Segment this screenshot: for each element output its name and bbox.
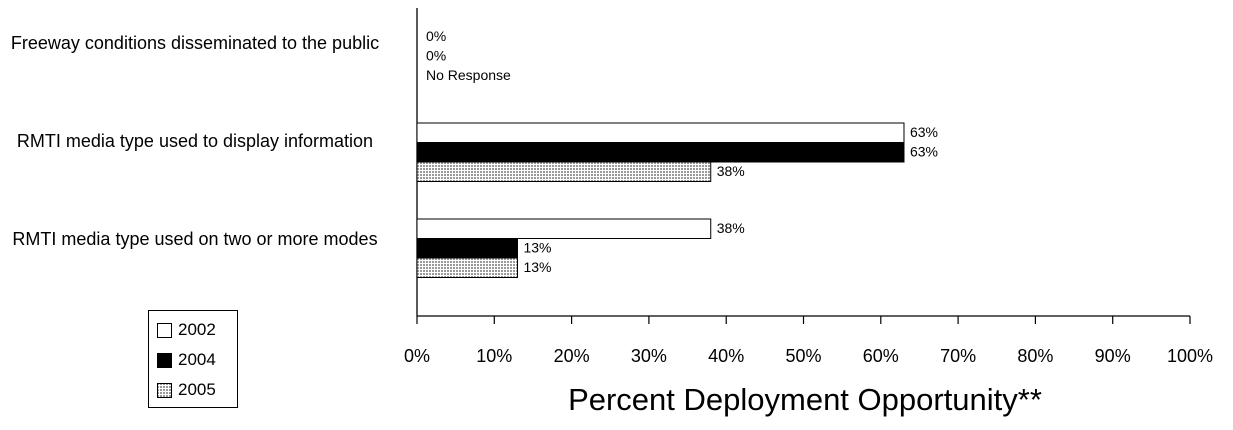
x-tick-label-1: 10% [476, 346, 512, 366]
bar-2002-1 [416, 122, 905, 143]
legend-item-2004: 2004 [157, 349, 216, 371]
category-label-modes: RMTI media type used on two or more mode… [12, 229, 378, 249]
x-axis-title: Percent Deployment Opportunity** [568, 382, 1042, 417]
x-tick-label-9: 90% [1095, 346, 1131, 366]
legend-swatch-2002 [157, 322, 172, 338]
legend-label-2002: 2002 [178, 320, 216, 339]
bar-2002-2 [416, 218, 712, 239]
x-tick-label-7: 70% [940, 346, 976, 366]
data-label-2002-2: 38% [717, 220, 745, 236]
data-label-2004-1: 63% [910, 144, 938, 160]
x-tick-label-8: 80% [1017, 346, 1053, 366]
bar-2004-1 [416, 142, 905, 163]
x-tick-label-3: 30% [631, 346, 667, 366]
data-label-2005-1: 38% [717, 163, 745, 179]
data-label-2004-0: 0% [426, 48, 446, 64]
legend: 2002 2004 2005 [148, 310, 238, 408]
bar-2004-2 [416, 238, 518, 259]
x-tick-label-0: 0% [404, 346, 430, 366]
data-label-2002-0: 0% [426, 28, 446, 44]
data-label-2002-1: 63% [910, 124, 938, 140]
legend-item-2002: 2002 [157, 319, 216, 341]
data-label-2004-2: 13% [523, 240, 551, 256]
legend-label-2005: 2005 [178, 380, 216, 399]
x-tick-label-10: 100% [1167, 346, 1213, 366]
legend-label-2004: 2004 [178, 350, 216, 369]
legend-swatch-2005 [157, 382, 172, 398]
bar-2005-2 [416, 257, 518, 278]
bar-2005-1 [416, 161, 712, 182]
data-label-2005-2: 13% [523, 259, 551, 275]
x-tick-label-6: 60% [863, 346, 899, 366]
category-label-display: RMTI media type used to display informat… [16, 131, 374, 151]
legend-swatch-2004 [157, 352, 172, 368]
x-tick-label-2: 20% [554, 346, 590, 366]
category-label-freeway: Freeway conditions disseminated to the p… [10, 33, 380, 53]
x-tick-label-4: 40% [708, 346, 744, 366]
x-tick-label-5: 50% [785, 346, 821, 366]
data-label-2005-0: No Response [426, 67, 511, 83]
legend-item-2005: 2005 [157, 379, 216, 401]
